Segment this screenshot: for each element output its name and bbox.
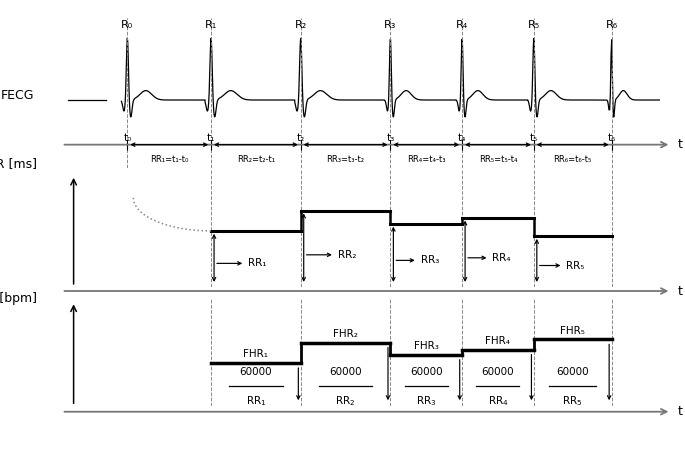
Text: RR [ms]: RR [ms] xyxy=(0,157,37,170)
Text: R₀: R₀ xyxy=(121,20,134,30)
Text: t: t xyxy=(677,285,682,297)
Text: RR₄: RR₄ xyxy=(493,253,511,263)
Text: R₂: R₂ xyxy=(295,20,307,30)
Text: R₃: R₃ xyxy=(384,20,397,30)
Text: t₄: t₄ xyxy=(458,133,466,143)
Text: RR₅=t₅-t₄: RR₅=t₅-t₄ xyxy=(479,155,517,163)
Text: FHR₂: FHR₂ xyxy=(333,329,358,339)
Text: t₃: t₃ xyxy=(386,133,395,143)
Text: FECG: FECG xyxy=(1,90,34,102)
Text: RR$_{1}$: RR$_{1}$ xyxy=(246,394,266,408)
Text: RR$_{2}$: RR$_{2}$ xyxy=(336,394,356,408)
Text: RR$_{3}$: RR$_{3}$ xyxy=(416,394,436,408)
Text: FHR₅: FHR₅ xyxy=(560,326,585,336)
Text: 60000: 60000 xyxy=(240,368,272,377)
Text: RR₅: RR₅ xyxy=(566,261,585,270)
Text: FHR₁: FHR₁ xyxy=(243,349,269,359)
Text: t₁: t₁ xyxy=(207,133,215,143)
Text: t: t xyxy=(677,138,682,151)
Text: RR₂: RR₂ xyxy=(338,250,356,260)
Text: RR₄=t₄-t₃: RR₄=t₄-t₃ xyxy=(407,155,445,163)
Text: RR₆=t₆-t₅: RR₆=t₆-t₅ xyxy=(553,155,592,163)
Text: RR$_{5}$: RR$_{5}$ xyxy=(562,394,583,408)
Text: 60000: 60000 xyxy=(410,368,443,377)
Text: FHR₄: FHR₄ xyxy=(486,336,510,346)
Text: t₂: t₂ xyxy=(297,133,305,143)
Text: t₅: t₅ xyxy=(530,133,538,143)
Text: t: t xyxy=(677,405,682,418)
Text: 60000: 60000 xyxy=(556,368,589,377)
Text: R₆: R₆ xyxy=(606,20,618,30)
Text: FHR [bpm]: FHR [bpm] xyxy=(0,292,37,305)
Text: FHR₃: FHR₃ xyxy=(414,341,438,351)
Text: R₁: R₁ xyxy=(205,20,217,30)
Text: t₀: t₀ xyxy=(123,133,132,143)
Text: 60000: 60000 xyxy=(329,368,362,377)
Text: t₆: t₆ xyxy=(608,133,616,143)
Text: 60000: 60000 xyxy=(482,368,514,377)
Text: RR₁=t₁-t₀: RR₁=t₁-t₀ xyxy=(150,155,188,163)
Text: R₄: R₄ xyxy=(456,20,469,30)
Text: RR₁: RR₁ xyxy=(248,258,266,269)
Text: R₅: R₅ xyxy=(527,20,540,30)
Text: RR$_{4}$: RR$_{4}$ xyxy=(488,394,508,408)
Text: RR₂=t₂-t₁: RR₂=t₂-t₁ xyxy=(237,155,275,163)
Text: RR₃=t₃-t₂: RR₃=t₃-t₂ xyxy=(327,155,364,163)
Text: RR₃: RR₃ xyxy=(421,255,439,265)
